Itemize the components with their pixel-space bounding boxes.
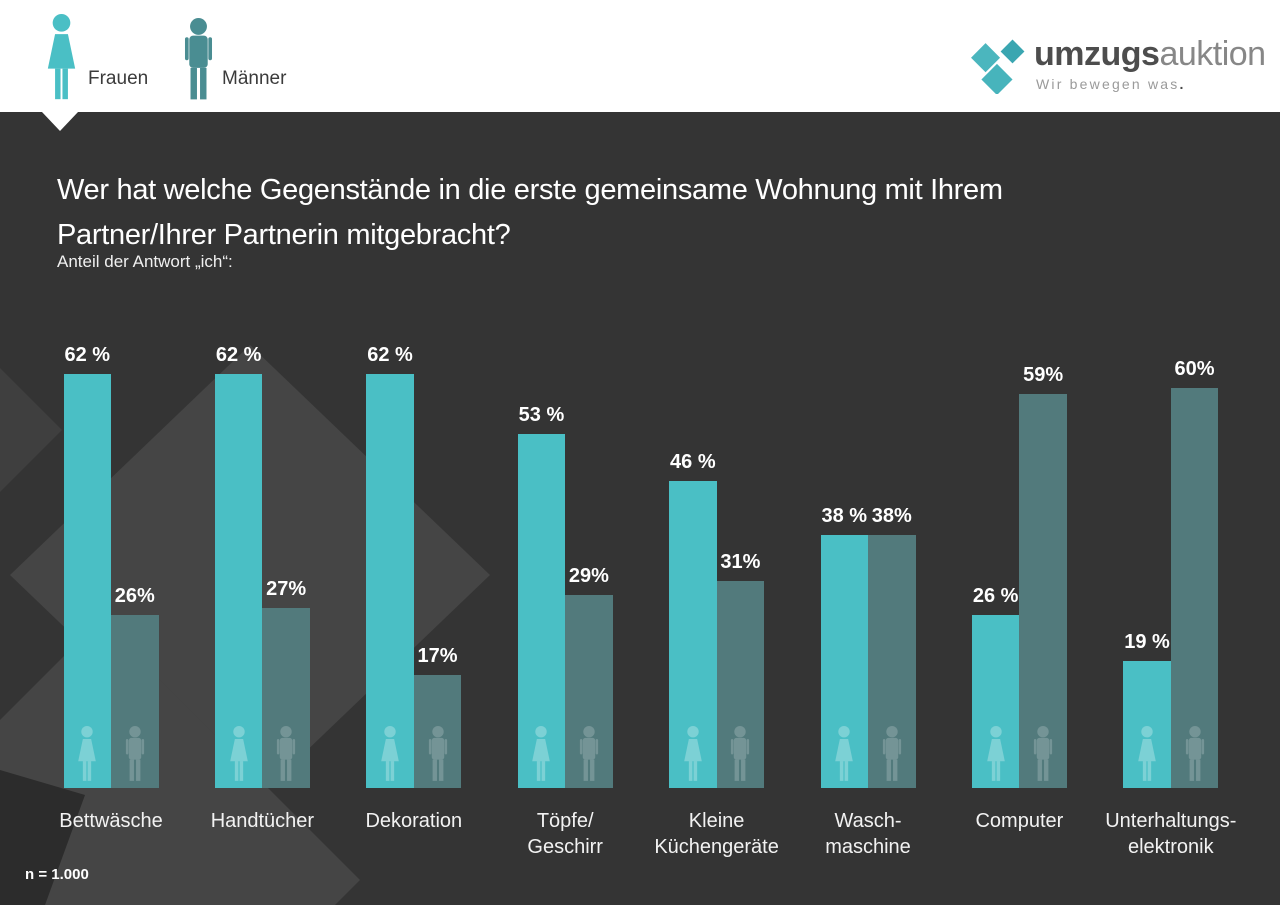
bar-frauen (63, 374, 111, 788)
value-label-frauen: 46 % (670, 451, 716, 473)
man-icon (425, 726, 450, 784)
category-label: Computer (975, 810, 1064, 832)
bar-group: 19 % 60% Unterhaltungs-elektronik (1105, 112, 1236, 858)
bar-frauen (1123, 661, 1171, 788)
bar-group: 38 % 38% Wasch-maschine (820, 112, 916, 858)
woman-icon (529, 726, 554, 784)
woman-icon (832, 726, 857, 784)
sample-size-note: n = 1.000 (25, 866, 89, 883)
logo-diamonds-icon (971, 39, 1025, 94)
woman-icon (42, 14, 81, 104)
bar-group: 62 % 26% Bettwäsche (59, 112, 162, 832)
bar-group: 62 % 27% Handtücher (211, 112, 314, 832)
value-label-männer: 60% (1174, 358, 1215, 380)
value-label-männer: 59% (1023, 364, 1064, 386)
man-icon (576, 726, 601, 784)
page-subtitle: Anteil der Antwort „ich“: (57, 252, 233, 271)
category-label: Töpfe/Geschirr (527, 810, 603, 858)
chart: 62 % 26% Bettwäsche 62 % 27% Handtücher 62 % 17… (0, 112, 1280, 858)
bar-frauen (820, 535, 868, 788)
man-icon (122, 726, 147, 784)
man-icon (1182, 726, 1207, 784)
value-label-männer: 38% (871, 505, 912, 527)
background-corner-diamond (0, 770, 85, 905)
category-label: Handtücher (210, 810, 315, 832)
bar-männer (413, 675, 462, 788)
value-label-männer: 27% (266, 578, 307, 600)
man-icon (274, 726, 299, 784)
bar-frauen (669, 481, 717, 788)
value-label-frauen: 26 % (972, 585, 1019, 607)
legend-label-maenner: Männer (222, 68, 287, 89)
category-label: Bettwäsche (59, 810, 163, 832)
bar-group: 46 % 31% Kleine Küchengeräte (654, 112, 779, 858)
bar-frauen (971, 615, 1020, 788)
woman-icon (1135, 726, 1160, 784)
value-label-frauen: 62 % (367, 344, 413, 366)
bar-männer (1170, 388, 1219, 788)
value-label-männer: 26% (114, 585, 155, 607)
value-label-frauen: 62 % (64, 344, 111, 366)
header-band: Frauen Männer umzugsauktion Wir bewegen … (0, 0, 1280, 112)
value-label-frauen: 19 % (1124, 631, 1170, 653)
category-label: Kleine Küchengeräte (654, 810, 779, 858)
bar-frauen (517, 434, 566, 788)
value-label-frauen: 53 % (518, 404, 565, 426)
bar-frauen (214, 374, 263, 788)
bar-frauen (366, 374, 414, 788)
bar-männer (868, 535, 916, 788)
value-label-männer: 29% (568, 565, 609, 587)
logo-wordmark: umzugsauktion (1034, 35, 1266, 74)
logo-wordmark-light: auktion (1159, 35, 1266, 73)
value-label-frauen: 62 % (215, 344, 262, 366)
chart-stage: Wer hat welche Gegenstände in die erste … (0, 112, 1280, 905)
bar-männer (262, 608, 310, 788)
man-icon (1031, 726, 1056, 784)
value-label-frauen: 38 % (821, 505, 868, 527)
logo-tagline-period: . (1179, 76, 1184, 92)
category-label: Wasch-maschine (825, 810, 911, 858)
value-label-männer: 17% (417, 645, 458, 667)
category-label: Dekoration (365, 810, 463, 832)
category-label: Unterhaltungs-elektronik (1105, 810, 1237, 858)
page-title: Wer hat welche Gegenstände in die erste … (57, 174, 1003, 251)
header-pointer-notch (42, 112, 78, 131)
man-icon (180, 18, 217, 104)
bar-group: 26 % 59% Computer (971, 112, 1067, 832)
bar-group: 62 % 17% Dekoration (365, 112, 462, 832)
woman-icon (75, 726, 100, 784)
bar-männer (716, 581, 765, 788)
value-label-männer: 31% (720, 551, 761, 573)
logo-tagline: Wir bewegen was. (1036, 76, 1184, 92)
bar-männer (1019, 394, 1067, 788)
woman-icon (378, 726, 403, 784)
bar-männer (111, 615, 159, 788)
background-diamond (0, 368, 62, 492)
man-icon (728, 726, 753, 784)
woman-icon (983, 726, 1008, 784)
man-icon (879, 726, 904, 784)
woman-icon (226, 726, 251, 784)
bar-männer (565, 595, 613, 788)
legend-label-frauen: Frauen (88, 68, 149, 89)
woman-icon (680, 726, 705, 784)
brand-logo: umzugsauktion Wir bewegen was. (968, 28, 1266, 98)
logo-wordmark-bold: umzugs (1034, 35, 1160, 73)
bar-group: 53 % 29% Töpfe/Geschirr (517, 112, 613, 858)
